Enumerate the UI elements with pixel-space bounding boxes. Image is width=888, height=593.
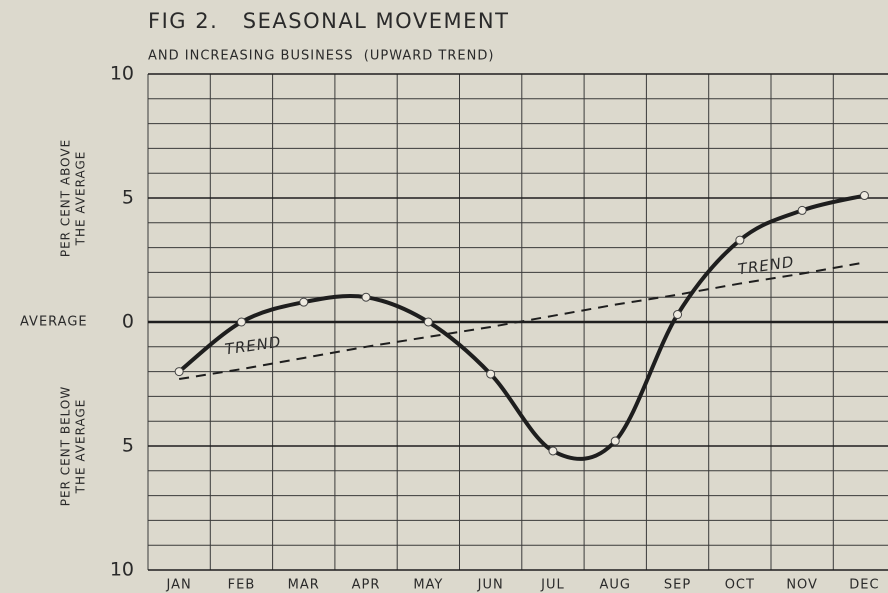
y-label-line: PER CENT BELOW (59, 386, 73, 506)
x-tick-label: JUL (540, 578, 565, 593)
x-tick-label: AUG (600, 578, 631, 593)
data-point (610, 436, 620, 446)
data-point (361, 292, 371, 302)
data-point (859, 191, 869, 201)
y-label-above: PER CENT ABOVE THE AVERAGE (59, 139, 88, 257)
data-point (673, 310, 683, 320)
data-point (797, 205, 807, 215)
x-tick-label: JAN (166, 578, 192, 593)
x-tick-label: OCT (725, 578, 755, 593)
x-tick-label: FEB (228, 578, 256, 593)
y-label-line: THE AVERAGE (74, 399, 88, 495)
chart-subtitle: AND INCREASING BUSINESS (UPWARD TREND) (148, 49, 494, 64)
x-tick-label: APR (352, 578, 381, 593)
annotation: TREND (224, 333, 283, 359)
data-point (735, 235, 745, 245)
y-tick-label: 5 (122, 187, 134, 209)
x-tick-label: DEC (849, 578, 879, 593)
baseline-label: AVERAGE (20, 315, 88, 330)
y-tick-label: 0 (122, 311, 134, 333)
x-tick-label: MAY (413, 578, 443, 593)
data-point (548, 446, 558, 456)
data-point (174, 367, 184, 377)
y-label-below: PER CENT BELOW THE AVERAGE (59, 386, 88, 506)
x-tick-label: NOV (786, 578, 818, 593)
x-tick-label: MAR (288, 578, 320, 593)
y-tick-label: 5 (122, 435, 134, 457)
trend-line (178, 261, 865, 381)
chart-title: FIG 2. SEASONAL MOVEMENT (148, 9, 509, 33)
data-point (423, 317, 433, 327)
data-point (486, 369, 496, 379)
y-label-line: THE AVERAGE (74, 151, 88, 247)
y-tick-label: 10 (110, 559, 134, 581)
data-point (299, 297, 309, 307)
annotation: TREND (737, 253, 796, 279)
x-tick-label: JUN (477, 578, 504, 593)
y-label-line: PER CENT ABOVE (59, 139, 73, 257)
y-tick-label: 10 (110, 63, 134, 85)
data-point (236, 317, 246, 327)
x-tick-label: SEP (664, 578, 691, 593)
